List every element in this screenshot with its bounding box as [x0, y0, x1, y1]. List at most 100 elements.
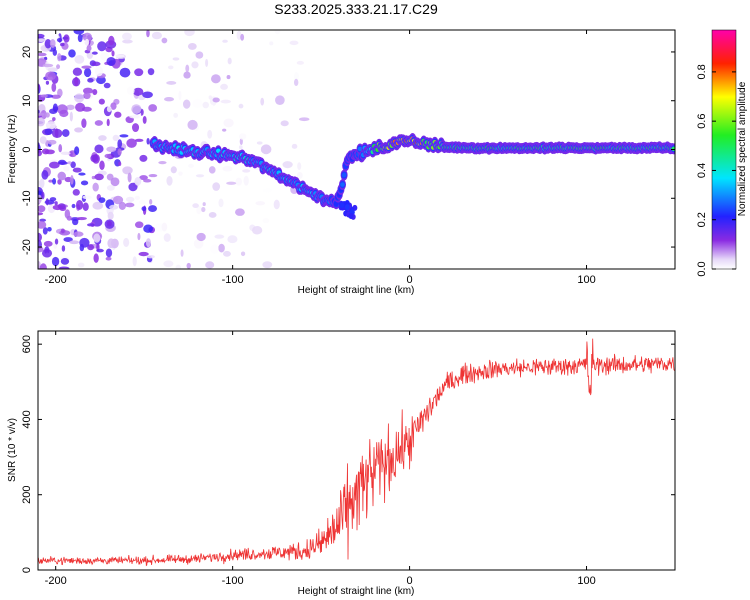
noise-blob: [137, 232, 141, 241]
noise-blob: [38, 117, 46, 127]
noise-blob: [72, 67, 83, 76]
snr-x-tick-label: 0: [407, 575, 413, 587]
noise-blob: [57, 88, 63, 97]
noise-blob: [45, 112, 50, 118]
snr-y-tick-label: 400: [21, 410, 33, 428]
noise-blob: [56, 38, 63, 43]
spectrogram-x-tick-label: 0: [407, 274, 413, 286]
noise-blob: [74, 146, 80, 155]
noise-blob: [212, 97, 220, 103]
noise-blob: [45, 198, 49, 206]
noise-blob: [76, 216, 87, 221]
noise-blob: [240, 33, 245, 41]
noise-blob: [252, 226, 263, 235]
colorbar-tick-label: 0.0: [696, 261, 708, 276]
noise-blob: [74, 76, 79, 87]
noise-blob: [82, 195, 92, 200]
noise-blob: [211, 74, 221, 84]
noise-blob: [47, 139, 57, 145]
noise-blob: [180, 249, 184, 257]
noise-blob: [238, 145, 243, 150]
noise-blob: [210, 244, 219, 254]
noise-blob: [96, 76, 106, 85]
noise-blob: [122, 39, 133, 44]
noise-blob: [274, 30, 281, 35]
spectrogram-marks: [38, 30, 675, 269]
noise-blob: [298, 117, 310, 122]
noise-blob: [202, 101, 209, 109]
noise-blob: [161, 222, 168, 232]
noise-blob: [132, 256, 137, 267]
snr-x-tick-label: 100: [577, 575, 595, 587]
noise-blob: [143, 224, 154, 233]
noise-blob: [74, 54, 85, 64]
noise-blob: [92, 201, 104, 210]
noise-blob: [63, 165, 70, 172]
noise-blob: [51, 82, 57, 92]
noise-blob: [47, 67, 58, 72]
ridge-core: [341, 172, 347, 178]
spectrogram-y-ticks: -20 -10 0 10 20: [21, 46, 675, 255]
noise-blob: [185, 64, 190, 73]
noise-blob: [87, 223, 95, 227]
snr-frame: [37, 330, 676, 571]
noise-blob: [107, 238, 115, 249]
noise-blob: [238, 133, 247, 140]
noise-blob: [44, 38, 52, 49]
noise-blob: [74, 93, 85, 103]
noise-blob: [124, 202, 135, 208]
noise-blob: [208, 211, 217, 218]
noise-blob: [39, 263, 47, 269]
noise-blob: [83, 92, 91, 100]
noise-blob: [60, 151, 71, 156]
noise-blob: [212, 182, 221, 191]
noise-blob: [91, 61, 101, 67]
noise-blob: [63, 34, 70, 43]
noise-blob: [38, 212, 44, 216]
snr-y-tick-label: 600: [21, 335, 33, 353]
noise-blob: [41, 191, 45, 200]
noise-blob: [49, 39, 56, 48]
noise-blob: [64, 176, 73, 183]
noise-blob: [71, 203, 76, 209]
noise-blob: [69, 240, 80, 245]
spectrogram-x-ticks: -200 -100 0 100: [45, 30, 596, 286]
noise-blob: [142, 115, 147, 124]
noise-blob: [262, 217, 270, 224]
noise-blob: [243, 175, 249, 186]
noise-blob: [67, 161, 72, 165]
noise-blob: [106, 220, 112, 227]
noise-blob: [48, 179, 54, 183]
colorbar-tick-label: 0.8: [696, 64, 708, 79]
noise-blob: [58, 144, 63, 153]
noise-blob: [134, 221, 144, 229]
noise-blob: [132, 87, 144, 97]
noise-blob: [48, 161, 60, 169]
noise-blob: [61, 129, 70, 137]
noise-blob: [205, 58, 209, 67]
noise-blob: [109, 204, 119, 210]
noise-blob: [60, 258, 70, 265]
noise-blob: [222, 128, 227, 132]
noise-blob: [161, 37, 168, 44]
noise-blob: [94, 144, 104, 154]
spectrogram-y-tick-label: -10: [21, 190, 33, 206]
spectrogram-y-tick-label: 10: [21, 95, 33, 107]
noise-blob: [73, 30, 85, 35]
noise-blob: [226, 181, 237, 185]
noise-blob: [121, 32, 132, 41]
noise-blob: [262, 188, 272, 193]
snr-x-tick-label: -200: [45, 575, 67, 587]
snr-y-tick-label: 200: [21, 486, 33, 504]
noise-blob: [195, 174, 205, 178]
noise-blob: [134, 138, 144, 142]
noise-blob: [70, 175, 74, 185]
noise-blob: [38, 246, 44, 253]
noise-blob: [94, 173, 104, 181]
noise-blob: [220, 99, 232, 104]
noise-blob: [118, 201, 126, 210]
noise-blob: [41, 170, 49, 180]
noise-blob: [146, 254, 155, 259]
noise-blob: [98, 98, 105, 105]
